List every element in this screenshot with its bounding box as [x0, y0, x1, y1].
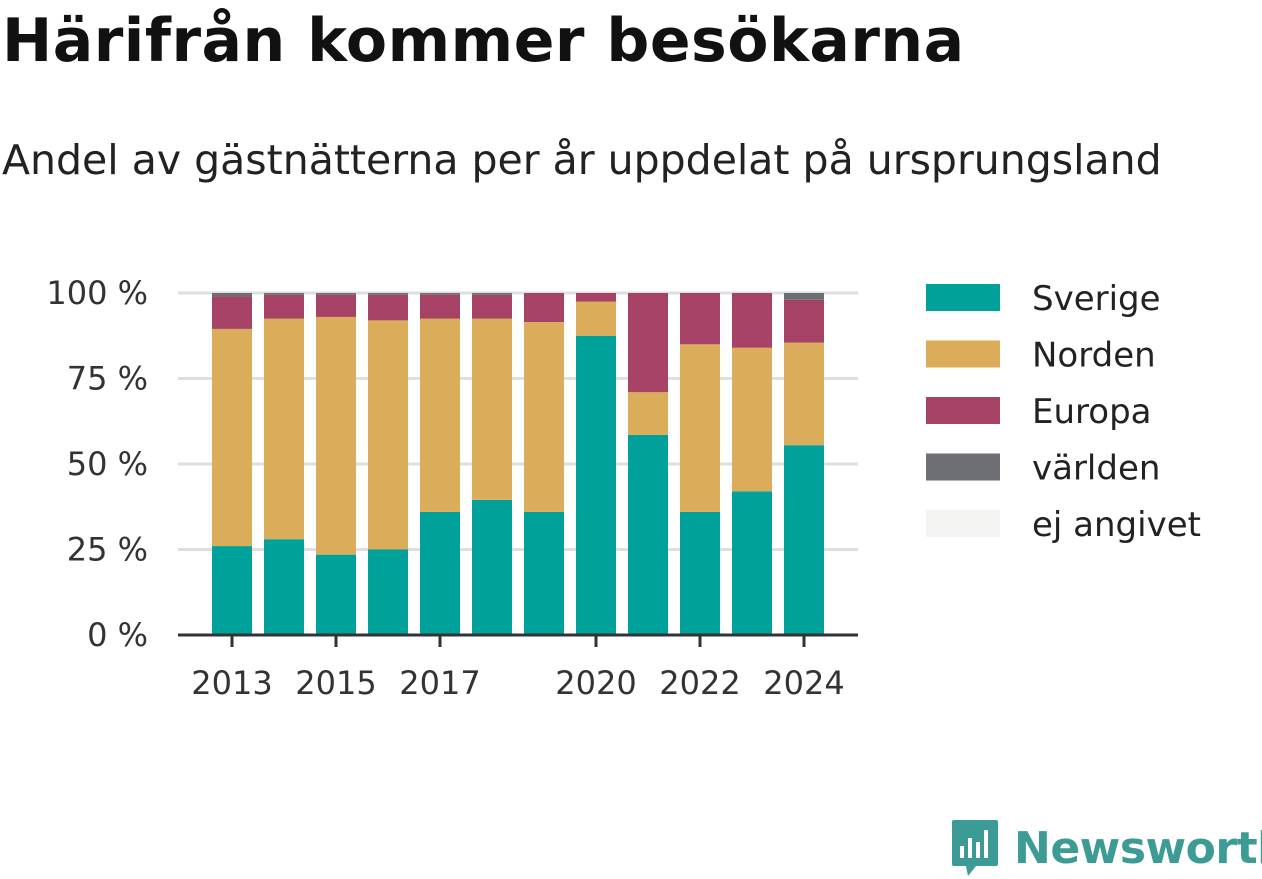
bar-segment-Norden-2018	[472, 318, 512, 500]
bar-segment-världen-2016	[368, 293, 408, 295]
bar-segment-Europa-2016	[368, 294, 408, 321]
bar-segment-Sverige-2018	[472, 499, 512, 635]
x-tick-label: 2015	[295, 664, 376, 702]
bar-segment-Sverige-2014	[264, 539, 304, 635]
bar-segment-Norden-2015	[316, 316, 356, 555]
brand-name: Newsworthy	[1014, 822, 1262, 874]
legend-swatch-ej-angivet	[926, 510, 1000, 537]
bar-segment-Europa-2019	[524, 293, 564, 323]
legend-label: ej angivet	[1032, 505, 1201, 545]
bar-segment-Europa-2023	[732, 293, 772, 348]
bar-segment-Sverige-2016	[368, 549, 408, 635]
x-tick-label: 2022	[659, 664, 740, 702]
y-tick-label: 100 %	[46, 274, 148, 312]
bar-segment-Sverige-2020	[576, 335, 616, 635]
legend-swatch-världen	[926, 453, 1000, 481]
bar-segment-Norden-2014	[264, 318, 304, 540]
bar-segment-Sverige-2013	[212, 546, 252, 635]
bar-segment-Europa-2018	[472, 294, 512, 319]
y-tick-label: 25 %	[67, 531, 148, 569]
x-tick-label: 2020	[555, 664, 636, 702]
bar-segment-Sverige-2015	[316, 554, 356, 635]
bar-segment-Europa-2022	[680, 293, 720, 345]
bar-segment-Norden-2013	[212, 328, 252, 547]
y-tick-label: 50 %	[67, 445, 148, 483]
legend-label: Sverige	[1032, 279, 1161, 319]
bar-segment-Sverige-2021	[628, 434, 668, 635]
bar-segment-Norden-2024	[784, 342, 824, 446]
axes: 0 % 25 % 50 % 75 % 100 % 2013 2015 2017 2020 2022…	[46, 274, 858, 702]
bar-segment-Europa-2015	[316, 294, 356, 317]
newsworthy-logo-icon	[952, 820, 998, 876]
chart-subtitle: Andel av gästnätterna per år uppdelat på…	[2, 136, 1162, 184]
legend-swatch-Norden	[926, 340, 1000, 368]
bar-segment-världen-2024	[784, 293, 824, 300]
x-tick-label: 2024	[763, 664, 844, 702]
bar-segment-Sverige-2024	[784, 445, 824, 635]
bars	[212, 293, 824, 635]
y-tick-label: 75 %	[67, 360, 148, 398]
bar-segment-världen-2018	[472, 293, 512, 295]
bar-segment-Europa-2013	[212, 296, 252, 329]
bar-segment-världen-2014	[264, 293, 304, 295]
bar-segment-Europa-2017	[420, 294, 460, 319]
bar-segment-Norden-2019	[524, 322, 564, 512]
bar-segment-Sverige-2023	[732, 491, 772, 635]
bar-segment-Europa-2014	[264, 294, 304, 319]
legend-label: Europa	[1032, 392, 1151, 432]
legend-swatch-Sverige	[926, 284, 1000, 311]
legend-label: Norden	[1032, 336, 1156, 376]
bar-segment-Sverige-2019	[524, 511, 564, 635]
legend: Sverige Norden Europa världen ej angivet	[926, 279, 1201, 545]
x-tick-label: 2017	[399, 664, 480, 702]
x-tick-label: 2013	[191, 664, 272, 702]
legend-swatch-Europa	[926, 397, 1000, 424]
bar-segment-Europa-2024	[784, 299, 824, 343]
bar-segment-Europa-2020	[576, 293, 616, 302]
bar-segment-Norden-2016	[368, 320, 408, 550]
bar-segment-Sverige-2022	[680, 511, 720, 635]
bar-segment-Norden-2021	[628, 392, 668, 435]
brand-logo: Newsworthy	[950, 818, 1262, 878]
bar-segment-världen-2017	[420, 293, 460, 295]
bar-segment-världen-2015	[316, 293, 356, 295]
bar-segment-Europa-2021	[628, 293, 668, 393]
bar-segment-Norden-2022	[680, 344, 720, 512]
y-tick-label: 0 %	[87, 616, 148, 654]
chart-title: Härifrån kommer besökarna	[2, 6, 965, 76]
bar-segment-Norden-2017	[420, 318, 460, 512]
bar-segment-Norden-2023	[732, 347, 772, 492]
legend-label: världen	[1032, 449, 1160, 489]
bar-segment-världen-2013	[212, 293, 252, 297]
bar-segment-Norden-2020	[576, 301, 616, 336]
bar-segment-Sverige-2017	[420, 511, 460, 635]
